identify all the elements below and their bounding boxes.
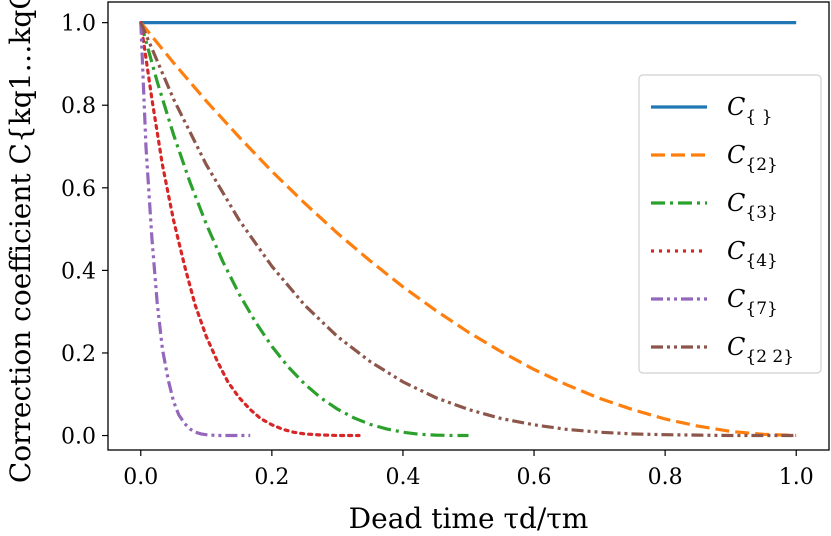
y-tick-label: 1.0 xyxy=(61,12,96,37)
x-axis-label: Dead time τd/τm xyxy=(349,502,589,535)
x-tick-label: 0.6 xyxy=(517,465,552,490)
y-tick-label: 0.6 xyxy=(61,177,96,202)
y-axis-label: Correction coefficient C{kq1…kqQ} xyxy=(4,0,37,483)
x-tick-label: 0.2 xyxy=(254,465,289,490)
y-tick-label: 0.8 xyxy=(61,94,96,119)
series-line-3 xyxy=(139,21,361,438)
plot-frame xyxy=(107,1,830,451)
series-line-4 xyxy=(139,22,251,438)
x-tick-label: 0.4 xyxy=(385,465,420,490)
series-line-5 xyxy=(139,21,797,438)
y-tick-label: 0.4 xyxy=(61,259,96,284)
series-line-2 xyxy=(139,22,469,438)
x-tick-label: 1.0 xyxy=(779,465,814,490)
series-line-1 xyxy=(139,21,797,438)
x-tick-label: 0.0 xyxy=(123,465,158,490)
axis-ticks: 0.0 0.2 0.4 0.6 0.8 1.0 0.0 0.2 0.4 0.6 0.8 1.0 xyxy=(61,12,814,490)
x-tick-label: 0.8 xyxy=(648,465,683,490)
legend: C{ }C{2}C{3}C{4}C{7}C{2 2} xyxy=(638,74,822,374)
y-tick-label: 0.2 xyxy=(61,342,96,367)
series-lines xyxy=(139,21,797,438)
y-tick-label: 0.0 xyxy=(61,425,96,450)
